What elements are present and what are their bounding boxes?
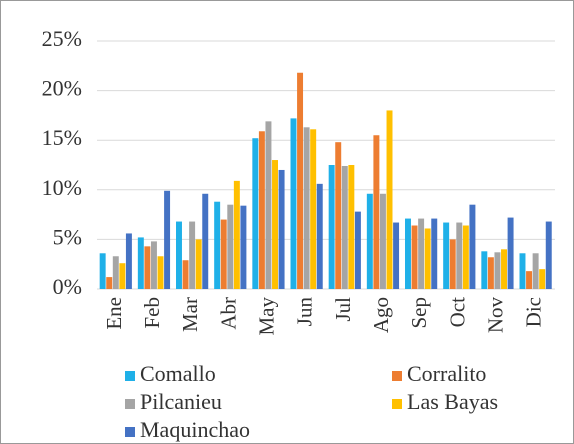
bar <box>182 260 189 289</box>
bar <box>328 165 335 289</box>
legend-label: Pilcanieu <box>140 389 222 414</box>
bar <box>272 160 278 289</box>
x-tick-label: Mar <box>178 297 202 332</box>
y-tick-label: 20% <box>42 76 82 101</box>
bar <box>341 165 348 289</box>
legend-label: Comallo <box>140 361 216 386</box>
bar <box>202 193 209 289</box>
bar <box>195 239 202 289</box>
bar <box>431 218 438 289</box>
bar <box>449 239 456 289</box>
bar <box>487 257 494 289</box>
legend-swatch <box>125 399 135 409</box>
x-tick-label: Nov <box>484 297 508 334</box>
x-tick-label: Oct <box>445 297 469 327</box>
bar <box>189 221 196 289</box>
x-tick-label: Ago <box>369 297 393 333</box>
y-tick-label: 5% <box>53 224 82 249</box>
bar <box>137 237 144 289</box>
bar <box>519 253 526 289</box>
bar <box>411 225 418 289</box>
bar <box>469 204 476 289</box>
bar <box>112 256 119 289</box>
bar <box>164 190 171 289</box>
bar <box>176 221 182 289</box>
bar <box>354 211 361 289</box>
y-tick-label: 25% <box>42 26 82 51</box>
bar <box>119 263 126 289</box>
bar <box>297 72 304 289</box>
bar <box>386 110 393 289</box>
bar <box>418 218 425 289</box>
legend-swatch <box>392 371 402 381</box>
bar <box>258 131 265 289</box>
x-tick-label: Sep <box>407 297 431 329</box>
legend-swatch <box>125 371 135 381</box>
bar <box>539 269 546 289</box>
bar <box>526 271 533 289</box>
x-tick-label: Abr <box>216 297 240 330</box>
legend-label: Corralito <box>407 361 486 386</box>
bar <box>335 142 342 289</box>
bar <box>220 219 227 289</box>
y-tick-label: 10% <box>42 175 82 200</box>
bar <box>494 252 501 289</box>
bar <box>150 241 157 289</box>
bar <box>501 249 507 289</box>
bar <box>233 180 240 289</box>
bar <box>290 118 297 289</box>
bar <box>214 201 221 289</box>
bar <box>532 253 539 289</box>
bar <box>106 277 113 289</box>
legend-swatch <box>392 399 402 409</box>
bar <box>99 253 106 289</box>
bar <box>144 246 151 289</box>
bar <box>373 135 380 289</box>
bar <box>125 233 132 289</box>
bar <box>366 193 373 289</box>
bar <box>316 183 323 289</box>
x-tick-label: Jul <box>331 297 355 322</box>
bar <box>252 138 259 289</box>
bar <box>424 228 431 289</box>
x-tick-label: Feb <box>140 297 164 329</box>
legend-swatch <box>125 427 135 437</box>
x-tick-label: Ene <box>102 297 126 330</box>
bar <box>545 221 552 289</box>
bar <box>379 193 386 289</box>
bar <box>310 129 317 289</box>
bar <box>456 222 463 289</box>
bar <box>405 218 411 289</box>
bar <box>348 165 355 289</box>
bar <box>443 222 450 289</box>
x-tick-label: May <box>255 297 279 336</box>
bar <box>278 169 285 289</box>
bar <box>227 204 234 289</box>
y-tick-label: 15% <box>42 125 82 150</box>
bar <box>303 127 310 289</box>
legend-label: Las Bayas <box>407 389 498 414</box>
bar <box>240 205 247 289</box>
x-tick-label: Jun <box>293 297 317 327</box>
x-tick-label: Dic <box>522 297 546 327</box>
bar <box>462 225 469 289</box>
bar <box>507 217 514 289</box>
bar <box>481 251 488 289</box>
bar <box>157 256 164 289</box>
bar <box>265 121 272 290</box>
legend-label: Maquinchao <box>140 417 250 442</box>
y-tick-label: 0% <box>53 274 82 299</box>
bar <box>393 222 400 289</box>
